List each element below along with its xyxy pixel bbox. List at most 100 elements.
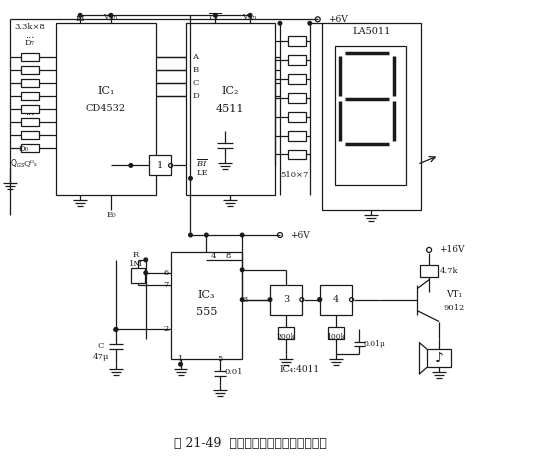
Text: VT₁: VT₁	[446, 290, 462, 299]
Text: B: B	[193, 66, 199, 74]
Bar	[288, 74, 306, 84]
Bar	[288, 131, 306, 141]
Circle shape	[268, 298, 272, 302]
Bar	[288, 150, 306, 160]
Text: +6V: +6V	[327, 15, 348, 24]
Bar	[427, 349, 451, 367]
Circle shape	[240, 298, 244, 302]
Bar	[21, 92, 39, 100]
Bar	[288, 112, 306, 122]
Text: EI: EI	[76, 15, 85, 23]
Circle shape	[240, 268, 244, 272]
Bar	[21, 118, 39, 126]
Bar	[21, 143, 39, 152]
Text: 510×7: 510×7	[281, 171, 309, 180]
Text: IC₂: IC₂	[221, 86, 239, 96]
Bar	[327, 327, 344, 340]
Bar	[131, 268, 145, 283]
Bar	[322, 23, 421, 210]
Bar	[288, 36, 306, 46]
Bar	[270, 285, 302, 314]
Text: 3.3k×8: 3.3k×8	[14, 23, 45, 31]
Circle shape	[114, 328, 118, 331]
Text: D₀: D₀	[18, 144, 28, 152]
Text: 7: 7	[163, 281, 169, 289]
Text: 8: 8	[225, 252, 231, 260]
Text: CD4532: CD4532	[86, 104, 126, 113]
Bar	[21, 53, 39, 61]
Text: 100k: 100k	[326, 333, 345, 342]
Circle shape	[318, 298, 322, 302]
Text: 1: 1	[157, 161, 163, 170]
Text: 9012: 9012	[443, 304, 465, 312]
Circle shape	[240, 233, 244, 237]
Text: 4.7k: 4.7k	[440, 267, 458, 275]
Circle shape	[308, 21, 312, 25]
Text: V$_{DD}$: V$_{DD}$	[242, 13, 258, 23]
Circle shape	[179, 362, 182, 366]
Text: ...: ...	[24, 108, 34, 117]
Text: R: R	[133, 251, 139, 259]
Text: 3: 3	[242, 295, 248, 304]
Circle shape	[109, 13, 113, 17]
Circle shape	[249, 13, 252, 17]
Text: D₇: D₇	[24, 39, 34, 47]
Bar	[335, 46, 406, 185]
Text: LA5011: LA5011	[352, 27, 391, 36]
Text: ...: ...	[24, 31, 34, 40]
Text: 4: 4	[211, 252, 216, 260]
Bar	[420, 265, 438, 277]
Text: 0.01μ: 0.01μ	[363, 341, 385, 348]
Circle shape	[114, 328, 118, 331]
Text: D: D	[193, 92, 199, 100]
Text: 6: 6	[163, 269, 169, 277]
Bar	[278, 327, 294, 340]
Text: 0.01: 0.01	[225, 368, 244, 376]
Text: LE: LE	[196, 170, 208, 177]
Text: 4: 4	[332, 295, 339, 304]
Text: Qᴳₛ: Qᴳₛ	[23, 160, 38, 167]
Circle shape	[78, 13, 82, 17]
Bar	[171, 252, 242, 359]
Circle shape	[189, 233, 192, 237]
Bar	[21, 79, 39, 87]
Circle shape	[144, 271, 147, 275]
Text: +16V: +16V	[439, 246, 465, 255]
Text: 2: 2	[163, 325, 169, 333]
Text: IC₁: IC₁	[97, 86, 115, 96]
Text: 图 21-49  八路数字显示优先报警器电路: 图 21-49 八路数字显示优先报警器电路	[174, 437, 326, 450]
Text: $\overline{LT}$: $\overline{LT}$	[208, 11, 222, 23]
Text: V$_{DD}$: V$_{DD}$	[103, 13, 119, 23]
Circle shape	[278, 21, 282, 25]
Text: C: C	[98, 342, 104, 351]
Text: A: A	[193, 53, 199, 61]
Text: 1: 1	[178, 355, 183, 363]
Text: 200k: 200k	[276, 333, 295, 342]
Text: 47μ: 47μ	[93, 353, 109, 361]
Text: 4511: 4511	[216, 104, 244, 114]
Text: +6V: +6V	[290, 230, 310, 239]
Circle shape	[214, 13, 217, 17]
Text: 1M: 1M	[129, 260, 143, 268]
Bar	[320, 285, 351, 314]
Circle shape	[129, 163, 133, 167]
Bar	[21, 66, 39, 74]
Text: $\overline{BI}$: $\overline{BI}$	[196, 157, 208, 170]
Circle shape	[205, 233, 208, 237]
Text: 555: 555	[196, 306, 217, 316]
Bar	[56, 23, 156, 195]
Bar	[186, 23, 275, 195]
Text: ♪: ♪	[435, 352, 443, 365]
Text: IC₄:4011: IC₄:4011	[280, 365, 320, 374]
Text: 5: 5	[218, 355, 223, 363]
Text: Q$_{GS}$: Q$_{GS}$	[10, 157, 25, 170]
Bar	[149, 155, 171, 175]
Text: 3: 3	[283, 295, 289, 304]
Text: IC₃: IC₃	[197, 290, 215, 300]
Text: E₀: E₀	[106, 211, 116, 219]
Circle shape	[189, 177, 192, 180]
Bar	[288, 93, 306, 103]
Bar	[21, 105, 39, 113]
Circle shape	[144, 258, 147, 262]
Text: C: C	[193, 79, 199, 87]
